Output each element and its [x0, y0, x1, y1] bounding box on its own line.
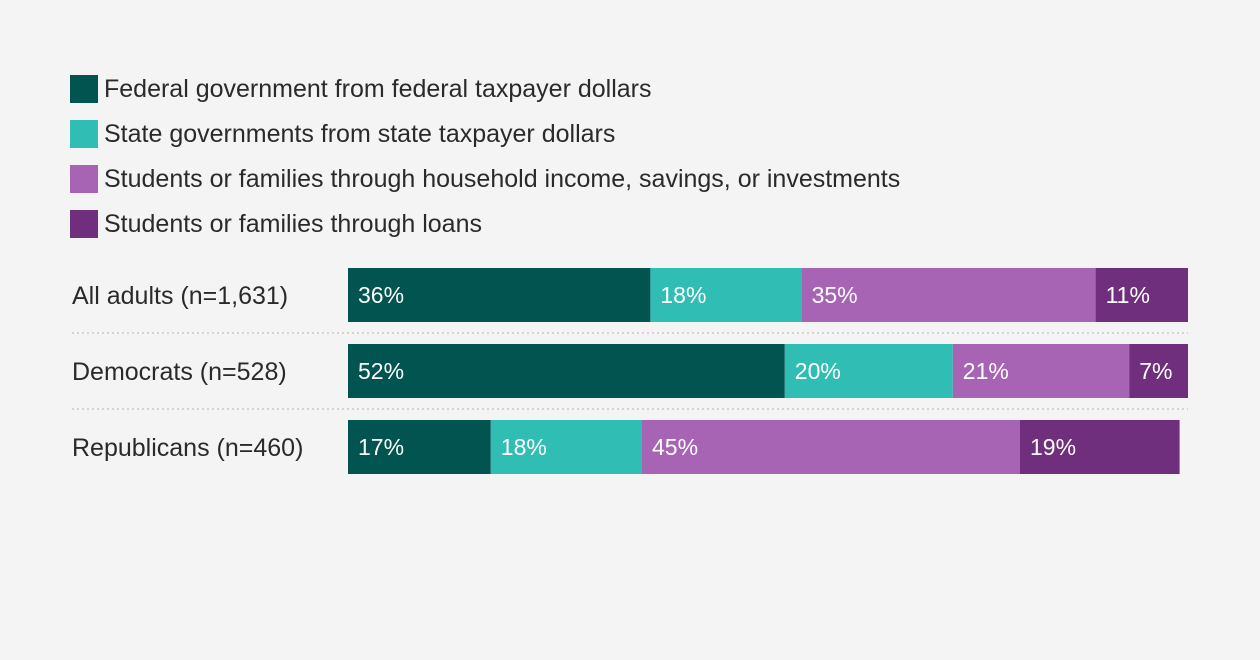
legend-swatch	[70, 74, 98, 103]
bar-segment	[642, 420, 1020, 474]
chart-legend: Federal government from federal taxpayer…	[70, 66, 900, 246]
legend-item: Federal government from federal taxpayer…	[70, 66, 900, 111]
legend-swatch	[70, 164, 98, 193]
bar-value-label: 45%	[652, 434, 698, 460]
legend-label: State governments from state taxpayer do…	[104, 119, 616, 148]
bar-segment	[490, 420, 642, 474]
legend-label: Federal government from federal taxpayer…	[104, 74, 652, 103]
row-label: Democrats (n=528)	[72, 358, 287, 386]
bar-segment	[801, 268, 1096, 322]
bar-value-label: 17%	[358, 434, 404, 460]
bar-value-label: 18%	[660, 282, 706, 308]
bar-segment	[650, 268, 802, 322]
bar-value-label: 52%	[358, 358, 404, 384]
bar-value-label: 36%	[358, 282, 404, 308]
legend-label: Students or families through loans	[104, 209, 482, 238]
legend-item: Students or families through loans	[70, 201, 900, 246]
bar-value-label: 7%	[1139, 358, 1172, 384]
bar-value-label: 35%	[812, 282, 858, 308]
bar-segment	[1020, 420, 1180, 474]
legend-item: State governments from state taxpayer do…	[70, 111, 900, 156]
legend-swatch	[70, 209, 98, 238]
bar-segment	[348, 344, 785, 398]
bar-value-label: 18%	[501, 434, 547, 460]
legend-item: Students or families through household i…	[70, 156, 900, 201]
bar-value-label: 11%	[1106, 282, 1150, 308]
bar-value-label: 20%	[795, 358, 841, 384]
bar-segment	[1129, 344, 1188, 398]
row-label: Republicans (n=460)	[72, 434, 303, 462]
bar-segment	[348, 268, 651, 322]
bar-value-label: 19%	[1030, 434, 1076, 460]
bar-segment	[952, 344, 1130, 398]
legend-label: Students or families through household i…	[104, 164, 901, 193]
bar-segment	[784, 344, 953, 398]
legend-swatch	[70, 119, 98, 148]
bar-segment	[348, 420, 491, 474]
bar-value-label: 21%	[963, 358, 1009, 384]
bar-segment	[1095, 268, 1188, 322]
row-label: All adults (n=1,631)	[72, 282, 288, 310]
